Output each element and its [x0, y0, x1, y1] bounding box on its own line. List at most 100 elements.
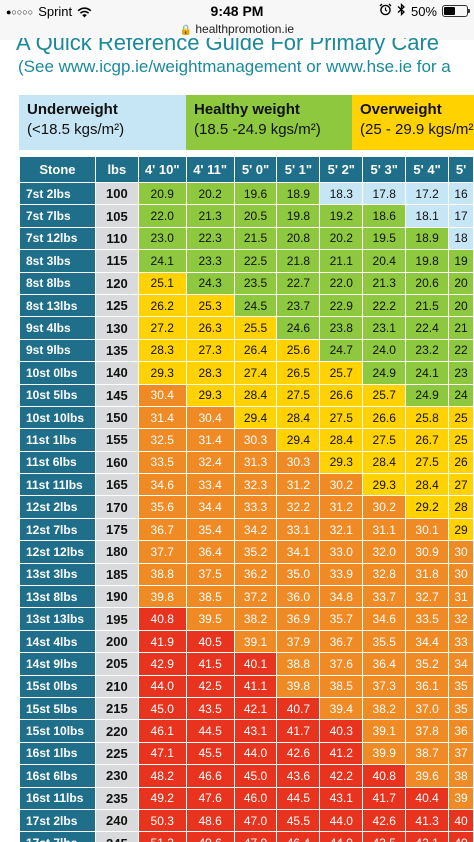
bmi-value-cell: 37.6 [319, 652, 364, 676]
bmi-value-cell: 28.4 [362, 450, 407, 475]
bmi-value-cell: 35.0 [276, 562, 321, 587]
bmi-value-cell: 35 [448, 696, 474, 721]
bmi-value-cell: 29 [448, 517, 474, 542]
bmi-value-cell: 50.3 [137, 808, 187, 833]
bmi-value-cell: 30.1 [405, 517, 450, 542]
bmi-value-cell: 47.1 [137, 741, 187, 766]
bmi-value-cell: 48.2 [137, 764, 187, 788]
bmi-value-cell: 33.7 [362, 585, 407, 609]
bmi-value-cell: 44.0 [233, 741, 278, 766]
bmi-value-cell: 39.5 [185, 607, 235, 631]
lbs-cell: 185 [94, 562, 139, 587]
stone-cell: 8st 8lbs [19, 271, 96, 295]
bmi-value-cell: 34.4 [405, 629, 450, 654]
table-row: 10st 0lbs 140 29.3 28.3 27.4 26.5 25.7 24.9 24.1… [19, 361, 474, 385]
bmi-value-cell: 37.2 [233, 585, 278, 609]
lbs-cell: 190 [94, 585, 139, 609]
bmi-value-cell: 33.0 [319, 540, 364, 564]
bmi-value-cell: 39.1 [362, 719, 407, 743]
address-bar[interactable]: 🔒 healthpromotion.ie [0, 22, 474, 40]
lbs-cell: 220 [94, 719, 139, 743]
bmi-value-cell: 23.1 [362, 316, 407, 340]
bmi-value-cell: 30.2 [362, 495, 407, 519]
bmi-value-cell: 31.1 [362, 517, 407, 542]
lbs-cell: 120 [94, 271, 139, 295]
table-row: 15st 5lbs 215 45.0 43.5 42.1 40.7 39.4 38.2 37.0… [19, 696, 474, 721]
bmi-value-cell: 44.0 [319, 808, 364, 833]
stone-cell: 17st 7lbs [19, 831, 96, 842]
bmi-value-cell: 19.5 [362, 226, 407, 251]
bmi-value-cell: 45.0 [137, 696, 187, 721]
stone-cell: 9st 4lbs [19, 316, 96, 340]
bmi-value-cell: 23.3 [185, 249, 235, 273]
bmi-value-cell: 21 [448, 316, 474, 340]
table-row: 16st 6lbs 230 48.2 46.6 45.0 43.6 42.2 40.8 39.6… [19, 764, 474, 788]
bmi-value-cell: 24.1 [405, 361, 450, 385]
bmi-value-cell: 48.6 [185, 808, 235, 833]
bmi-value-cell: 28 [448, 495, 474, 519]
table-row: 16st 1lbs 225 47.1 45.5 44.0 42.6 41.2 39.9 38.7… [19, 741, 474, 766]
lbs-cell: 225 [94, 741, 139, 766]
bmi-value-cell: 33.1 [276, 517, 321, 542]
bmi-value-cell: 23.2 [405, 338, 450, 363]
table-row: 10st 10lbs 150 31.4 30.4 29.4 28.4 27.5 26.6 25.… [19, 405, 474, 430]
stone-cell: 11st 1lbs [19, 428, 96, 452]
status-left: ●○○○○ Sprint [6, 4, 92, 19]
bmi-value-cell: 42.1 [233, 696, 278, 721]
bmi-value-cell: 33.3 [233, 495, 278, 519]
bmi-value-cell: 35.5 [362, 629, 407, 654]
bmi-value-cell: 22.0 [319, 271, 364, 295]
bmi-value-cell: 30.3 [276, 450, 321, 475]
bmi-value-cell: 19.8 [276, 204, 321, 228]
bmi-value-cell: 41.7 [276, 719, 321, 743]
bmi-value-cell: 27.5 [362, 428, 407, 452]
bmi-value-cell: 22.2 [362, 293, 407, 318]
bmi-value-cell: 28.4 [276, 405, 321, 430]
bmi-value-cell: 35.2 [405, 652, 450, 676]
bmi-value-cell: 23.5 [233, 271, 278, 295]
bmi-value-cell: 25 [448, 405, 474, 430]
bmi-value-cell: 44.5 [276, 786, 321, 810]
bmi-value-cell: 23.7 [276, 293, 321, 318]
bmi-value-cell: 39.6 [405, 764, 450, 788]
bmi-value-cell: 31.3 [233, 450, 278, 475]
bmi-value-cell: 36.4 [362, 652, 407, 676]
bmi-value-cell: 29.3 [137, 361, 187, 385]
bmi-value-cell: 28.4 [405, 473, 450, 497]
bmi-value-cell: 23 [448, 361, 474, 385]
bmi-value-cell: 29.4 [276, 428, 321, 452]
table-row: 8st 3lbs 115 24.1 23.3 22.5 21.8 21.1 20.4 19.8 1… [19, 249, 474, 273]
table-row: 15st 10lbs 220 46.1 44.5 43.1 41.7 40.3 39.1 37.… [19, 719, 474, 743]
bmi-value-cell: 37 [448, 741, 474, 766]
table-row: 12st 12lbs 180 37.7 36.4 35.2 34.1 33.0 32.0 30.… [19, 540, 474, 564]
bmi-value-cell: 18.6 [362, 204, 407, 228]
bmi-value-cell: 29.3 [362, 473, 407, 497]
bmi-value-cell: 31.2 [276, 473, 321, 497]
status-time: 9:48 PM [210, 3, 264, 19]
bmi-value-cell: 22.7 [276, 271, 321, 295]
lbs-header: lbs [94, 156, 139, 183]
bmi-value-cell: 37.9 [276, 629, 321, 654]
bmi-value-cell: 29.4 [233, 405, 278, 430]
bmi-value-cell: 43.1 [319, 786, 364, 810]
lbs-cell: 155 [94, 428, 139, 452]
signal-strength-icon: ●○○○○ [6, 6, 34, 17]
bmi-value-cell: 22.9 [319, 293, 364, 318]
lbs-cell: 215 [94, 696, 139, 721]
category-name: Underweight [27, 101, 118, 118]
stone-cell: 15st 10lbs [19, 719, 96, 743]
bmi-value-cell: 35 [448, 674, 474, 698]
bmi-value-cell: 33.5 [405, 607, 450, 631]
bmi-value-cell: 37.3 [362, 674, 407, 698]
bmi-value-cell: 40.8 [362, 764, 407, 788]
stone-cell: 11st 11lbs [19, 473, 96, 497]
bmi-value-cell: 40.5 [185, 629, 235, 654]
bmi-value-cell: 35.4 [185, 517, 235, 542]
bmi-value-cell: 39.4 [319, 696, 364, 721]
bmi-value-cell: 34.8 [319, 585, 364, 609]
bmi-value-cell: 27.5 [405, 450, 450, 475]
lbs-cell: 210 [94, 674, 139, 698]
table-row: 9st 4lbs 130 27.2 26.3 25.5 24.6 23.8 23.1 22.4 2… [19, 316, 474, 340]
bmi-value-cell: 39.9 [362, 741, 407, 766]
lock-icon: 🔒 [179, 25, 193, 36]
